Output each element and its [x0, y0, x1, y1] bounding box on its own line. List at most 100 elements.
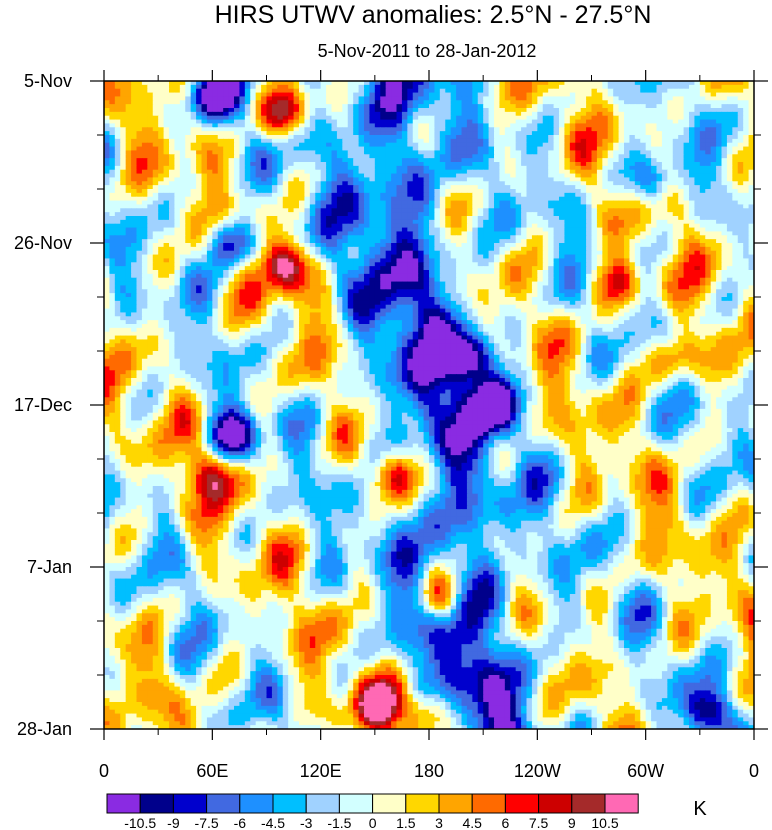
heatmap-cell	[174, 150, 181, 155]
heatmap-cell	[466, 162, 473, 167]
heatmap-cell	[277, 111, 284, 117]
heatmap-cell	[374, 223, 381, 229]
heatmap-cell	[526, 158, 533, 163]
heatmap-cell	[439, 81, 446, 86]
heatmap-cell	[586, 177, 593, 182]
heatmap-cell	[472, 227, 479, 233]
heatmap-cell	[743, 115, 750, 121]
heatmap-cell	[266, 119, 273, 125]
heatmap-cell	[580, 192, 587, 198]
heatmap-cell	[293, 204, 300, 209]
heatmap-cell	[748, 231, 754, 236]
heatmap-cell	[261, 131, 268, 136]
heatmap-cell	[586, 138, 593, 144]
heatmap-cell	[347, 177, 354, 182]
heatmap-cell	[109, 177, 116, 182]
heatmap-cell	[743, 135, 750, 140]
heatmap-cell	[656, 173, 663, 179]
heatmap-cell	[569, 88, 576, 94]
heatmap-cell	[521, 212, 528, 217]
heatmap-cell	[456, 150, 463, 155]
heatmap-cell	[510, 138, 517, 144]
heatmap-cell	[331, 88, 338, 94]
heatmap-cell	[461, 92, 468, 98]
heatmap-cell	[179, 123, 186, 128]
heatmap-cell	[645, 235, 652, 240]
heatmap-cell	[618, 100, 625, 105]
heatmap-cell	[196, 162, 203, 167]
heatmap-cell	[358, 173, 365, 179]
heatmap-cell	[364, 104, 371, 109]
heatmap-cell	[656, 142, 663, 148]
heatmap-cell	[488, 181, 495, 186]
heatmap-cell	[369, 223, 376, 229]
heatmap-cell	[694, 200, 701, 206]
heatmap-cell	[342, 204, 349, 209]
heatmap-cell	[277, 150, 284, 155]
heatmap-cell	[174, 138, 181, 144]
heatmap-cell	[120, 231, 127, 236]
heatmap-cell	[743, 216, 750, 221]
heatmap-cell	[277, 216, 284, 221]
heatmap-cell	[206, 127, 213, 132]
heatmap-cell	[401, 154, 408, 159]
heatmap-cell	[158, 208, 165, 213]
heatmap-cell	[645, 100, 652, 105]
heatmap-cell	[494, 231, 501, 236]
heatmap-cell	[466, 158, 473, 163]
heatmap-cell	[423, 154, 430, 159]
heatmap-cell	[466, 165, 473, 171]
heatmap-cell	[515, 154, 522, 159]
heatmap-cell	[640, 200, 647, 206]
heatmap-cell	[521, 154, 528, 159]
heatmap-cell	[223, 208, 230, 213]
heatmap-cell	[277, 158, 284, 163]
heatmap-cell	[526, 123, 533, 128]
heatmap-cell	[131, 181, 138, 186]
heatmap-cell	[726, 173, 733, 179]
heatmap-cell	[385, 96, 392, 101]
heatmap-cell	[277, 127, 284, 132]
heatmap-cell	[250, 104, 257, 109]
heatmap-cell	[548, 169, 555, 175]
heatmap-cell	[678, 208, 685, 213]
heatmap-cell	[396, 212, 403, 217]
heatmap-cell	[315, 142, 322, 148]
heatmap-cell	[385, 165, 392, 171]
heatmap-cell	[456, 131, 463, 136]
heatmap-cell	[429, 108, 436, 113]
heatmap-cell	[564, 200, 571, 206]
heatmap-cell	[120, 204, 127, 209]
heatmap-cell	[559, 200, 566, 206]
heatmap-cell	[477, 212, 484, 217]
heatmap-cell	[385, 127, 392, 132]
heatmap-cell	[206, 104, 213, 109]
heatmap-cell	[228, 123, 235, 128]
heatmap-cell	[385, 181, 392, 186]
heatmap-cell	[293, 169, 300, 175]
heatmap-cell	[575, 127, 582, 132]
heatmap-cell	[450, 158, 457, 163]
heatmap-cell	[250, 177, 257, 182]
heatmap-cell	[364, 235, 371, 240]
heatmap-cell	[223, 92, 230, 98]
heatmap-cell	[315, 216, 322, 221]
heatmap-cell	[271, 123, 278, 128]
heatmap-cell	[239, 189, 246, 194]
heatmap-cell	[472, 192, 479, 198]
heatmap-cell	[353, 196, 360, 202]
heatmap-cell	[385, 104, 392, 109]
heatmap-cell	[152, 192, 159, 198]
heatmap-cell	[228, 189, 235, 194]
heatmap-cell	[667, 84, 674, 90]
heatmap-cell	[651, 165, 658, 171]
heatmap-cell	[304, 173, 311, 179]
heatmap-cell	[640, 181, 647, 186]
heatmap-cell	[710, 123, 717, 128]
heatmap-cell	[640, 84, 647, 90]
heatmap-cell	[564, 135, 571, 140]
heatmap-cell	[456, 135, 463, 140]
heatmap-cell	[369, 173, 376, 179]
heatmap-cell	[689, 212, 696, 217]
heatmap-cell	[271, 208, 278, 213]
